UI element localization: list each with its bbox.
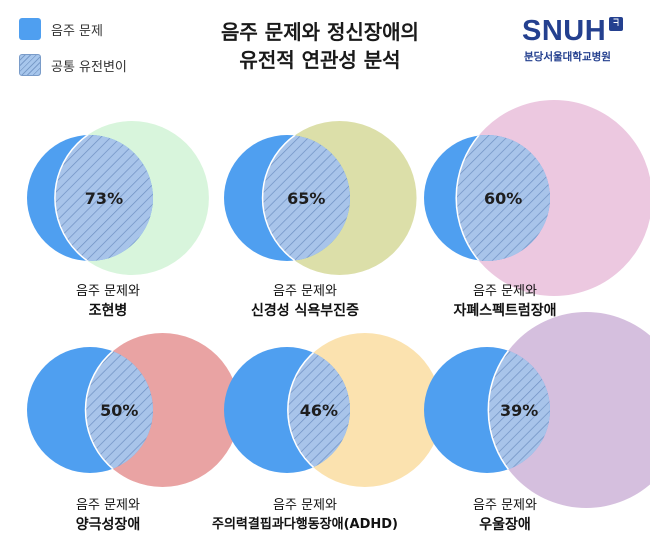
- overlap-percent-label: 50%: [100, 401, 138, 420]
- legend-swatch-solid: [19, 18, 41, 40]
- venn-panel: 39%: [424, 312, 650, 508]
- snuh-logo: SNUH ᖷ 분당서울대학교병원: [522, 14, 634, 64]
- shared-variant-overlap: [84, 347, 153, 473]
- overlap-percent-label: 46%: [300, 401, 338, 420]
- logo-subtitle: 분당서울대학교병원: [524, 51, 611, 63]
- venn-panel: 60%: [424, 100, 650, 296]
- venn-panel: 73%: [27, 121, 209, 275]
- shared-variant-overlap: [54, 135, 153, 261]
- legend-item-alcohol: 음주 문제: [19, 14, 127, 44]
- caption-disorder-name: 신경성 식욕부진증: [251, 303, 359, 319]
- caption-line-1: 음주 문제와: [473, 284, 537, 299]
- overlap-percent-label: 65%: [287, 189, 325, 208]
- title-line-1: 음주 문제와 정신장애의: [221, 20, 419, 44]
- caption-disorder-name: 양극성장애: [75, 517, 141, 533]
- page-title: 음주 문제와 정신장애의 유전적 연관성 분석: [195, 18, 445, 74]
- overlap-percent-label: 73%: [85, 189, 123, 208]
- shared-variant-overlap: [261, 135, 350, 261]
- legend-label: 음주 문제: [51, 23, 103, 39]
- caption-line-1: 음주 문제와: [76, 498, 140, 513]
- shared-variant-overlap: [287, 347, 350, 473]
- caption-disorder-name: 자폐스펙트럼장애: [453, 303, 557, 319]
- caption-line-1: 음주 문제와: [76, 284, 140, 299]
- caption-line-1: 음주 문제와: [273, 498, 337, 513]
- disorder-circle: [488, 312, 650, 508]
- caption-line-1: 음주 문제와: [473, 498, 537, 513]
- caption-disorder-name: 조현병: [88, 303, 128, 319]
- shared-variant-overlap: [455, 135, 550, 261]
- logo-wordmark: SNUH: [522, 15, 607, 47]
- caption-disorder-name: 주의력결핍과다행동장애(ADHD): [212, 517, 398, 532]
- overlap-percent-label: 60%: [484, 189, 522, 208]
- legend-label: 공통 유전변이: [51, 59, 127, 75]
- title-line-2: 유전적 연관성 분석: [239, 48, 401, 72]
- logo-emblem-icon: ᖷ: [609, 17, 623, 31]
- venn-panel: 50%: [27, 333, 240, 487]
- venn-panel: 46%: [224, 333, 442, 487]
- overlap-percent-label: 39%: [500, 401, 538, 420]
- legend: 음주 문제 공통 유전변이: [19, 14, 127, 86]
- legend-swatch-hatched: [19, 54, 41, 76]
- legend-item-shared-variants: 공통 유전변이: [19, 50, 127, 80]
- caption-disorder-name: 우울장애: [479, 517, 531, 533]
- caption-line-1: 음주 문제와: [273, 284, 337, 299]
- venn-panel: 65%: [224, 121, 417, 275]
